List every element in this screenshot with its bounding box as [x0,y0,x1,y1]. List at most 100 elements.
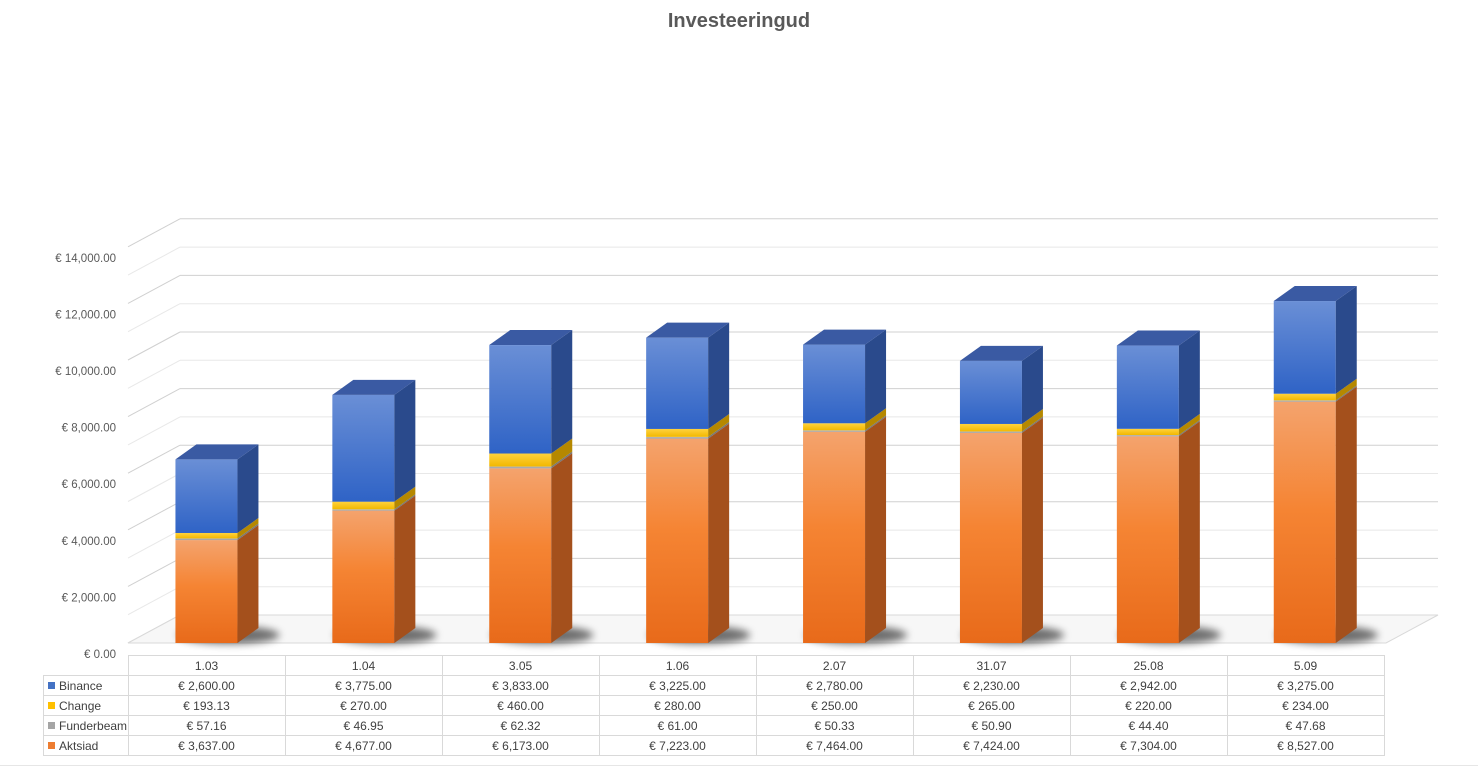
data-table-cell: € 44.40 [1069,715,1228,736]
bar-top [803,329,887,345]
bar-side [237,523,259,541]
bar-side [708,421,730,439]
bar-segment-aktsiad [1116,421,1200,643]
bar-side [865,329,887,424]
bar-front [1273,400,1336,402]
gridline-side [127,218,181,248]
category-label: 3.05 [441,655,600,676]
bar-segment-funderbeam [332,494,416,511]
bar-front [646,428,709,437]
bar-side [1335,385,1357,402]
gridline-side [127,473,181,502]
legend-label: Change [59,698,102,713]
data-table-cell: € 62.32 [441,715,600,736]
data-table-cell: € 234.00 [1226,695,1385,716]
bar-top [332,379,416,395]
category-label: 31.07 [912,655,1071,676]
chart-floor [127,614,1439,644]
bar-segment-aktsiad [803,416,887,643]
bar-side [708,322,730,429]
bar-segment-funderbeam [1273,385,1357,402]
bar-segment-aktsiad [489,453,573,643]
data-table-row: Aktsiad € 3,637.00 € 4,677.00 € 6,173.00 € 7… [43,735,1385,756]
bar-front [175,540,238,643]
bar-top [175,444,259,460]
data-table-cell: € 2,942.00 [1069,675,1228,696]
bar-side [1021,417,1043,643]
legend-entry: Binance [43,675,129,696]
bar-side [1178,420,1200,437]
bar-segment-aktsiad [959,417,1043,643]
bar-side [551,438,573,467]
bar-front [489,468,552,643]
bar-side [865,416,887,643]
data-table-cell: € 7,464.00 [755,735,914,756]
bar-segment-funderbeam [646,421,730,439]
bar-segment-change [646,413,730,437]
data-table-cell: € 8,527.00 [1226,735,1385,756]
bar-front [175,459,238,533]
data-table: 1.03 1.04 3.05 1.06 2.07 31.07 25.08 5.09 Binan… [43,655,1385,756]
bar-segment-aktsiad [175,525,259,643]
data-table-cell: € 46.95 [284,715,443,736]
data-table-corner [44,656,129,676]
bar-segment-funderbeam [489,451,573,469]
bar-front [803,344,866,424]
data-table-header-row: 1.03 1.04 3.05 1.06 2.07 31.07 25.08 5.09 [44,655,1385,676]
bar-top [1116,330,1200,346]
data-table-cell: € 50.90 [912,715,1071,736]
bar-segment-binance [332,379,416,502]
data-table-row: Funderbeam € 57.16 € 46.95 € 62.32 € 61.00 € … [43,715,1385,736]
data-table-cell: € 47.68 [1226,715,1385,736]
data-table-cell: € 220.00 [1069,695,1228,716]
bar-side [1178,330,1200,429]
bar-front [646,337,709,429]
bar-front [959,360,1022,424]
bar-side [1178,421,1200,643]
bar-side [708,413,730,437]
bar-segment-binance [803,329,887,424]
bar-side [551,451,573,469]
bar-front [646,438,709,643]
gridline-side [127,586,181,616]
bar-segment-binance [175,444,259,533]
bar-top [959,345,1043,361]
bar-front [1116,435,1179,437]
data-table-cell: € 6,173.00 [441,735,600,756]
data-table-cell: € 7,424.00 [912,735,1071,756]
y-tick-label: € 14,000.00 [55,253,116,265]
gridline-side [127,303,181,333]
bar-side [865,408,887,431]
gridline-side [127,444,181,474]
bar-front [332,394,395,502]
legend-entry: Funderbeam [43,715,129,736]
data-table-cell: € 7,304.00 [1069,735,1228,756]
bar-top [489,330,573,346]
bar-segment-binance [1273,286,1357,394]
bar-side [1178,413,1200,436]
gridline-side [127,274,181,304]
legend-key-swatch [48,741,55,749]
data-table-cell: € 4,677.00 [284,735,443,756]
legend-key-swatch [48,681,55,689]
legend-entry: Aktsiad [43,735,129,756]
y-tick-label: € 4,000.00 [62,536,116,548]
bar-segment-change [803,408,887,431]
bar-side [394,379,416,502]
bar-front [1116,428,1179,436]
data-table-cell: € 460.00 [441,695,600,716]
gridline-side [127,246,181,276]
bar-front [1116,345,1179,429]
legend-entry: Change [43,695,129,716]
gridline-side [127,388,181,418]
data-table-cell: € 57.16 [127,715,286,736]
category-label: 5.09 [1226,655,1385,676]
bar-front [1273,401,1336,643]
category-label: 1.03 [127,655,286,676]
bars [175,286,1357,643]
bar-front [646,436,709,439]
gridlines [127,218,1439,644]
bar-front [489,345,552,454]
bar-side [1021,416,1043,433]
data-table-cell: € 3,637.00 [127,735,286,756]
